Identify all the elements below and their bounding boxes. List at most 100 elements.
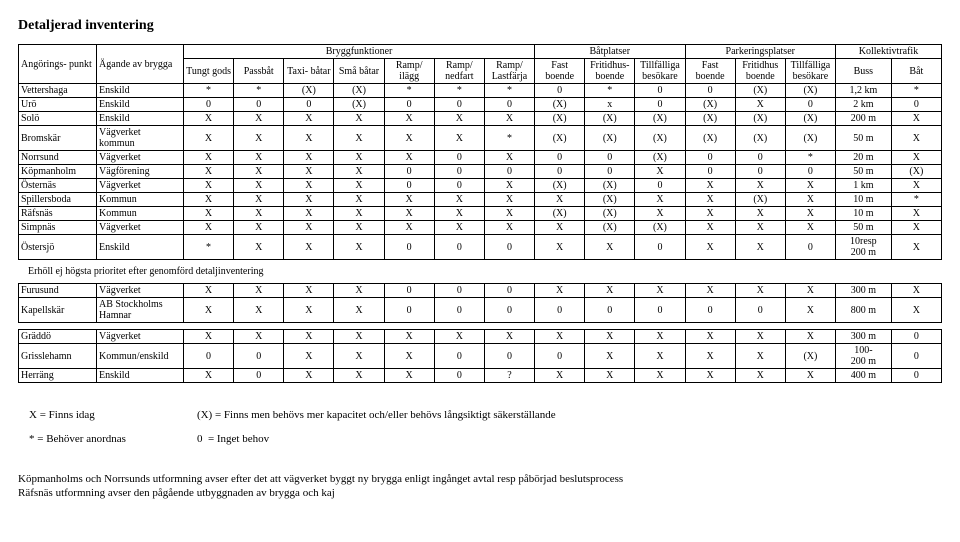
legend-x: X = Finns idag	[29, 409, 95, 421]
table-cell: X	[183, 284, 233, 298]
table-cell: 50 m	[836, 165, 892, 179]
table-cell: X	[484, 193, 534, 207]
table-cell: X	[585, 369, 635, 383]
table-cell: (X)	[585, 193, 635, 207]
table-cell: X	[284, 126, 334, 151]
table-cell: X	[785, 369, 835, 383]
table-cell: X	[891, 112, 941, 126]
table-cell: 0	[384, 179, 434, 193]
table-cell: 0	[434, 179, 484, 193]
table-cell: 20 m	[836, 151, 892, 165]
table-cell: 0	[484, 98, 534, 112]
table-cell: 0	[434, 344, 484, 369]
table-cell: 0	[685, 151, 735, 165]
table-cell: (X)	[685, 98, 735, 112]
table-cell: *	[891, 193, 941, 207]
table-cell: 0	[635, 98, 685, 112]
table-cell: X	[785, 298, 835, 323]
table-cell: 0	[685, 298, 735, 323]
table-cell: X	[891, 298, 941, 323]
table-cell: 1,2 km	[836, 84, 892, 98]
table-cell: X	[484, 151, 534, 165]
table-cell: X	[535, 235, 585, 260]
table-cell: 0	[434, 151, 484, 165]
table-cell: Furusund	[19, 284, 97, 298]
table-cell: Vägverket	[97, 284, 184, 298]
table-cell: X	[384, 207, 434, 221]
table-cell: 0	[384, 284, 434, 298]
table-cell: Solö	[19, 112, 97, 126]
table-cell: Enskild	[97, 84, 184, 98]
table-cell: X	[785, 284, 835, 298]
col-fastp: Fast boende	[685, 59, 735, 84]
table-cell: 800 m	[836, 298, 892, 323]
table-cell: (X)	[685, 112, 735, 126]
table-cell: X	[384, 330, 434, 344]
table-cell: 10 m	[836, 207, 892, 221]
table-cell: 0	[234, 369, 284, 383]
table-cell: X	[685, 330, 735, 344]
table-cell: X	[685, 284, 735, 298]
table-cell: X	[183, 126, 233, 151]
table-cell: X	[384, 221, 434, 235]
table-cell: X	[685, 193, 735, 207]
table-cell: X	[284, 235, 334, 260]
table-cell: X	[334, 369, 384, 383]
table-cell: X	[284, 221, 334, 235]
legend-paren: (X) = Finns men behövs mer kapacitet och…	[197, 409, 556, 421]
table-cell: X	[735, 179, 785, 193]
table-cell: 0	[785, 165, 835, 179]
table-cell: 0	[234, 344, 284, 369]
footnotes: Köpmanholms och Norrsunds utformning avs…	[18, 473, 942, 499]
table-cell: X	[384, 369, 434, 383]
table-cell: 0	[585, 151, 635, 165]
table-cell: (X)	[585, 126, 635, 151]
table-cell: X	[785, 207, 835, 221]
table-cell: Vettershaga	[19, 84, 97, 98]
table-cell: X	[484, 179, 534, 193]
table-cell: Vägförening	[97, 165, 184, 179]
table-cell: X	[334, 112, 384, 126]
table-cell: X	[891, 179, 941, 193]
table-cell: 400 m	[836, 369, 892, 383]
table-row: KöpmanholmVägföreningXXXX00000X00050 m(X…	[19, 165, 942, 179]
table-cell: (X)	[891, 165, 941, 179]
table-cell: X	[585, 284, 635, 298]
inventory-table: Angörings- punkt Ägande av brygga Bryggf…	[18, 44, 942, 260]
table-cell: Herräng	[19, 369, 97, 383]
table-cell: X	[535, 284, 585, 298]
table-cell: X	[234, 112, 284, 126]
table-cell: *	[484, 84, 534, 98]
table-cell: (X)	[535, 179, 585, 193]
table-cell: X	[334, 193, 384, 207]
col-tillf-besp: Tillfälliga besökare	[785, 59, 835, 84]
table-cell: ?	[484, 369, 534, 383]
table-cell: (X)	[635, 112, 685, 126]
page-title: Detaljerad inventering	[18, 18, 942, 34]
table-cell: 0	[434, 165, 484, 179]
table-cell: (X)	[685, 126, 735, 151]
table-cell: 0	[785, 98, 835, 112]
table-cell: *	[484, 126, 534, 151]
table-cell: (X)	[334, 98, 384, 112]
table-cell: Norrsund	[19, 151, 97, 165]
table-cell: 0	[484, 165, 534, 179]
table-row: SimpnäsVägverketXXXXXXXX(X)(X)XXX50 mX	[19, 221, 942, 235]
table-row: HerrängEnskildX0XXX0?XXXXXX400 m0	[19, 369, 942, 383]
table-cell: X	[284, 298, 334, 323]
table-cell: X	[384, 126, 434, 151]
table-cell: 0	[384, 235, 434, 260]
table-cell: 0	[735, 165, 785, 179]
table-cell: 0	[434, 98, 484, 112]
table-cell: X	[535, 330, 585, 344]
table-cell: (X)	[535, 207, 585, 221]
col-nedfart: Ramp/ nedfart	[434, 59, 484, 84]
table-cell: *	[891, 84, 941, 98]
table-cell: (X)	[284, 84, 334, 98]
table-cell: X	[384, 151, 434, 165]
table-cell: X	[334, 207, 384, 221]
table-cell: X	[735, 235, 785, 260]
table-cell: X	[535, 369, 585, 383]
table-cell: X	[334, 221, 384, 235]
legend-zero: 0 = Inget behov	[197, 433, 269, 445]
